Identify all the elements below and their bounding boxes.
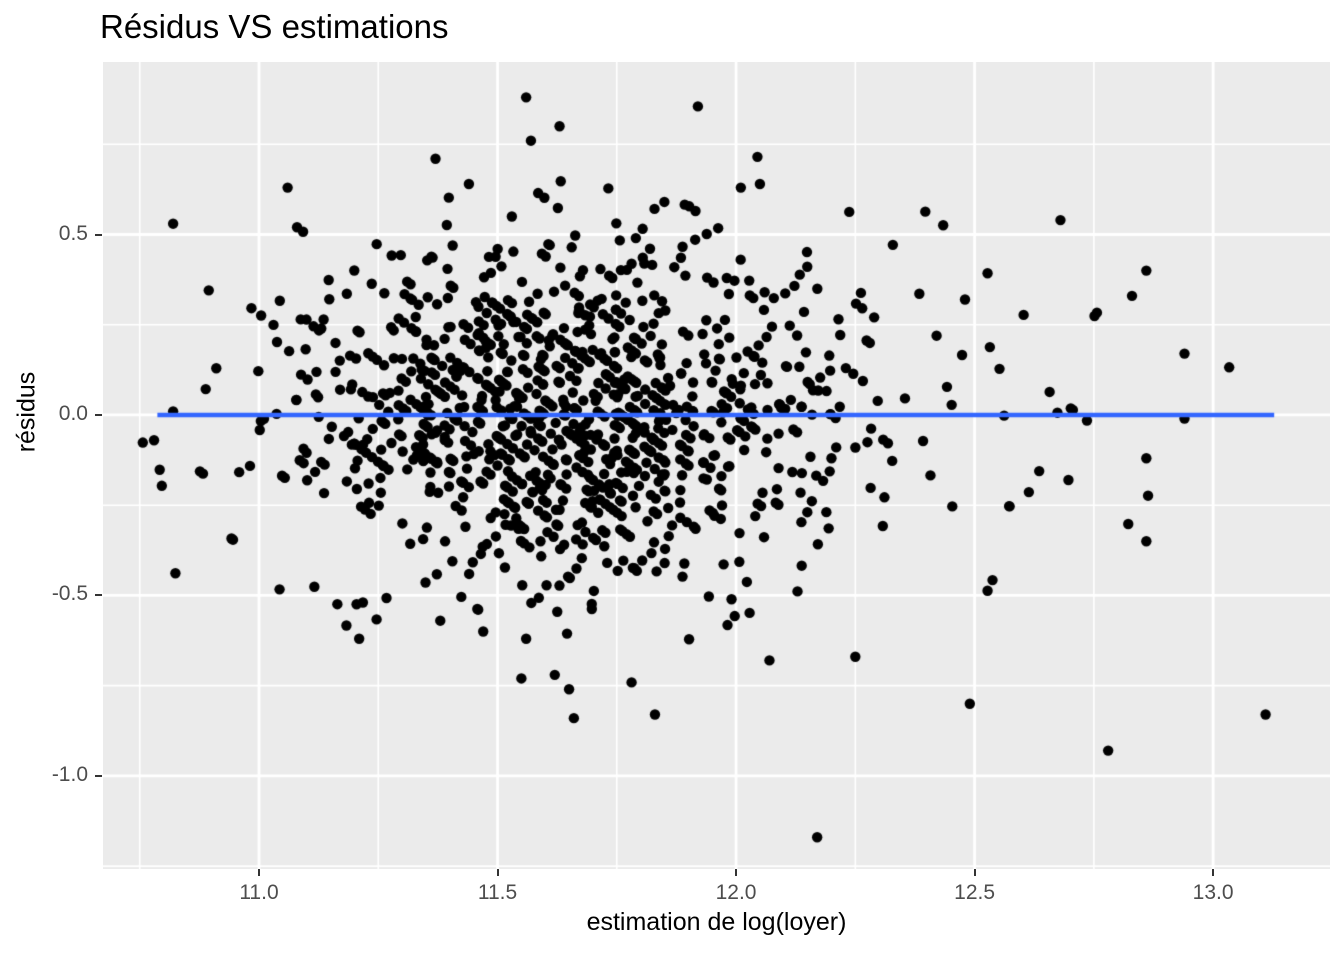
y-tick-mark (95, 233, 102, 236)
y-tick-label: 0.0 (58, 401, 88, 425)
y-tick-label: 0.5 (58, 221, 88, 245)
x-tick-label: 12.0 (715, 881, 757, 904)
y-tick-label: -1.0 (51, 762, 88, 786)
x-tick-mark (257, 869, 260, 876)
x-tick-mark (1212, 869, 1215, 876)
x-tick-label: 12.5 (954, 881, 996, 904)
x-tick-mark (973, 869, 976, 876)
y-tick-mark (95, 413, 102, 416)
x-tick-label: 13.0 (1192, 881, 1234, 904)
y-tick-mark (95, 774, 102, 777)
y-tick-mark (95, 594, 102, 597)
y-tick-label: -0.5 (51, 582, 88, 606)
x-tick-mark (496, 869, 499, 876)
scatter-canvas (103, 62, 1330, 869)
plot-title: Résidus VS estimations (100, 8, 449, 45)
x-tick-label: 11.0 (239, 881, 279, 904)
plot-panel (103, 62, 1330, 869)
x-tick-mark (735, 869, 738, 876)
x-axis-title: estimation de log(loyer) (586, 908, 847, 936)
x-tick-label: 11.5 (477, 881, 518, 904)
